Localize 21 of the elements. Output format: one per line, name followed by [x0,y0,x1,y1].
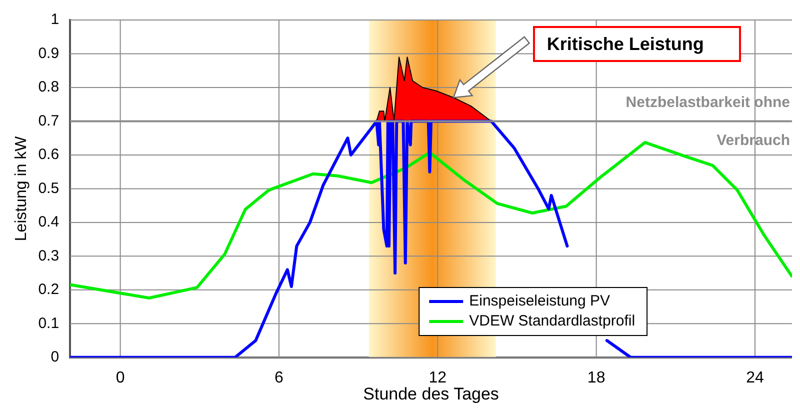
y-tick-label: 0 [50,348,60,366]
x-tick-label: 0 [116,369,125,386]
x-tick-label: 24 [746,369,764,386]
legend-label: Einspeiseleistung PV [469,292,610,310]
y-tick-label: 0.2 [38,281,60,298]
y-tick-label: 1 [50,11,60,28]
x-axis-title: Stunde des Tages [363,384,499,404]
legend-label: VDEW Standardlastprofil [469,312,636,330]
y-tick-label: 0.8 [38,78,60,96]
y-tick-label: 0.7 [38,112,60,130]
annotation: Kritische Leistung [532,26,741,62]
y-tick-label: 0.3 [38,247,60,264]
y-tick-label: 0.1 [38,314,60,332]
y-tick-label: 0.6 [38,146,60,164]
y-axis-title: Leistung in kW [13,135,30,242]
y-tick-label: 0.5 [38,180,60,197]
y-tick-label: 0.9 [38,44,60,62]
x-tick-label: 12 [428,369,447,386]
y-tick-label: 0.4 [38,214,60,231]
x-tick-label: 18 [587,369,606,386]
x-tick-label: 6 [274,369,284,386]
